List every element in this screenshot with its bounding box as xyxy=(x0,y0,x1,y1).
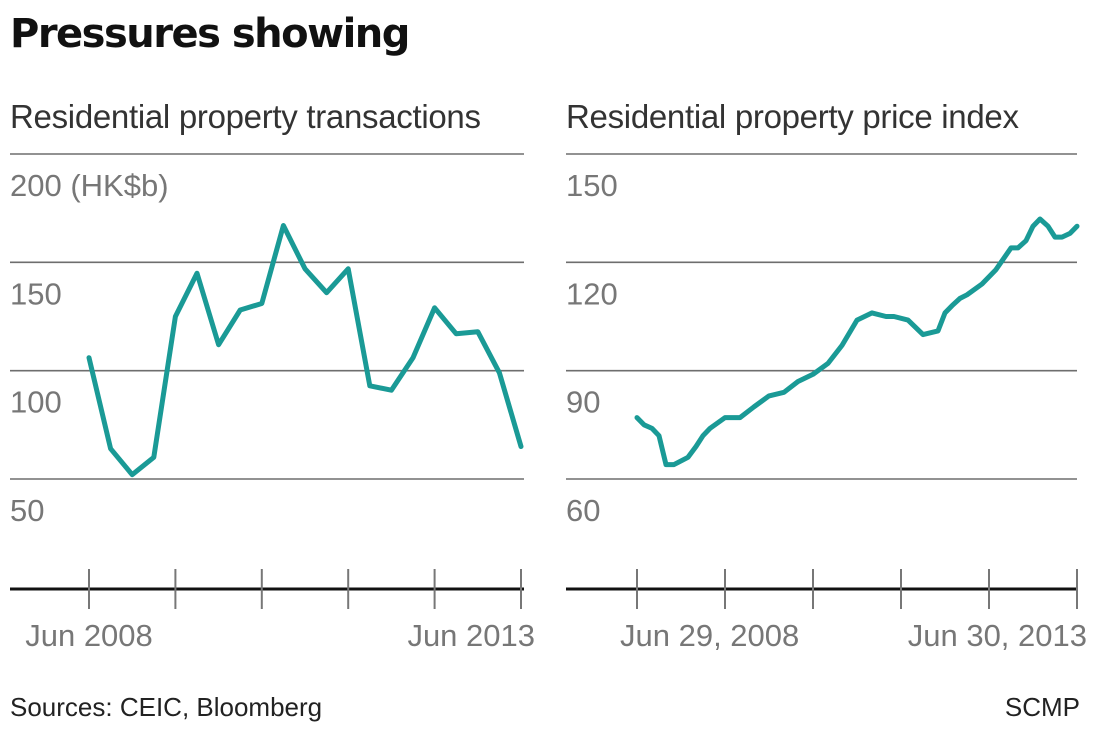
price-index-data-point xyxy=(642,423,646,427)
price-index-data-point xyxy=(1046,224,1050,228)
price-index-data-point xyxy=(664,463,668,467)
price-index-data-point xyxy=(884,315,888,318)
price-index-data-point xyxy=(1009,246,1013,250)
price-index-data-point xyxy=(980,282,984,286)
credit-note: SCMP xyxy=(1004,692,1080,722)
transactions-ytick-label: 150 xyxy=(10,276,62,311)
transactions-data-point xyxy=(195,271,199,275)
left-chart-subtitle: Residential property transactions xyxy=(10,98,481,135)
right-chart-subtitle: Residential property price index xyxy=(566,98,1019,135)
price-index-data-point xyxy=(672,463,676,467)
transactions-xtick-label: Jun 2013 xyxy=(407,618,535,653)
transactions-data-point xyxy=(281,224,285,227)
price-index-data-point xyxy=(943,311,947,315)
price-index-data-point xyxy=(811,372,815,376)
transactions-data-point xyxy=(109,447,113,451)
price-index-ytick-label: 120 xyxy=(566,276,618,311)
price-index-data-point xyxy=(738,416,742,420)
transactions-data-point xyxy=(325,291,329,295)
price-index-data-point xyxy=(1068,231,1072,235)
price-index-data-point xyxy=(657,434,661,438)
transactions-data-point xyxy=(238,308,242,312)
transactions-data-point xyxy=(433,306,437,310)
price-index-data-point xyxy=(958,296,962,300)
price-index-data-point xyxy=(1016,246,1020,250)
price-index-xtick-label: Jun 30, 2013 xyxy=(908,618,1087,653)
price-index-data-point xyxy=(708,426,712,430)
price-index-data-point xyxy=(694,445,698,448)
price-index-data-line xyxy=(634,216,1080,468)
price-index-data-point xyxy=(1031,224,1035,228)
price-index-data-point xyxy=(826,361,830,365)
price-index-data-point xyxy=(994,268,998,272)
transactions-data-point xyxy=(497,371,501,375)
transactions-data-point xyxy=(454,332,458,336)
price-index-data-point xyxy=(906,318,910,322)
price-index-data-point xyxy=(840,343,844,347)
price-index-data-point xyxy=(679,459,683,463)
price-index-ytick-label: 90 xyxy=(566,385,600,420)
price-index-data-point xyxy=(870,311,874,315)
price-index-data-point xyxy=(650,426,654,430)
price-index-data-point xyxy=(686,455,690,459)
price-index-data-point xyxy=(752,405,756,409)
price-index-ytick-label: 150 xyxy=(566,168,618,203)
price-index-data-point xyxy=(936,329,940,333)
price-index-data-point xyxy=(1053,235,1057,239)
transactions-data-point xyxy=(260,302,264,305)
price-index-data-point xyxy=(767,394,771,398)
price-index-data-point xyxy=(1060,235,1064,239)
transactions-ytick-label: 50 xyxy=(10,493,44,528)
sources-note: Sources: CEIC, Bloomberg xyxy=(10,692,323,722)
transactions-ytick-label: 100 xyxy=(10,385,62,420)
transactions-data-point xyxy=(368,384,372,388)
price-index-data-point xyxy=(1038,217,1042,221)
price-index-ytick-label: 60 xyxy=(566,493,600,528)
price-index-data-point xyxy=(921,333,925,337)
transactions-data-point xyxy=(130,473,134,477)
transactions-data-point xyxy=(389,388,393,392)
price-index-data-point xyxy=(701,434,705,438)
price-index-data-point xyxy=(723,416,727,420)
price-index-data-point xyxy=(796,380,800,383)
price-index-data-point xyxy=(1024,239,1028,243)
transactions-data-point xyxy=(519,445,523,448)
price-index-data-point xyxy=(1075,224,1079,228)
transactions-data-point xyxy=(173,315,177,318)
price-index-data-point xyxy=(965,293,969,297)
price-index-data-point xyxy=(635,416,639,420)
price-index-data-point xyxy=(950,304,954,308)
price-index-xtick-label: Jun 29, 2008 xyxy=(620,618,799,653)
chart-title: Pressures showing xyxy=(10,11,410,57)
price-index-data-point xyxy=(892,315,896,318)
transactions-data-point xyxy=(152,455,156,459)
price-index-data-point xyxy=(855,318,859,322)
transactions-data-point xyxy=(217,343,221,347)
transactions-data-point xyxy=(411,356,415,360)
price-index-data-point xyxy=(782,390,786,394)
transactions-data-point xyxy=(476,330,480,334)
transactions-data-point xyxy=(87,356,91,360)
transactions-ytick-label: 200 (HK$b) xyxy=(10,168,169,203)
transactions-xtick-label: Jun 2008 xyxy=(25,618,153,653)
transactions-data-point xyxy=(346,267,350,271)
transactions-data-point xyxy=(303,267,307,271)
